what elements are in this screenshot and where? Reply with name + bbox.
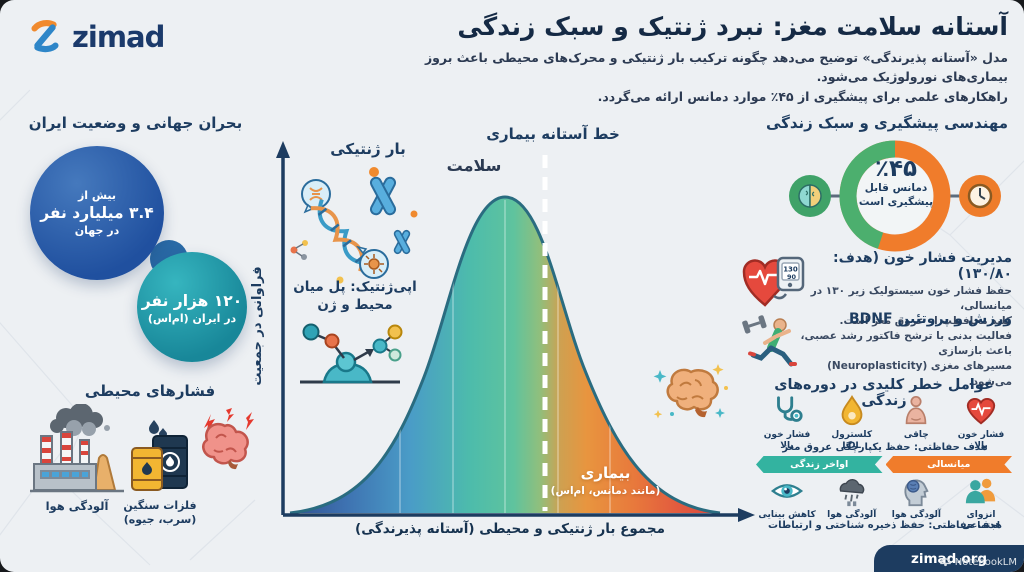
- midlife-risk-row: فشار خون بالا چاقی کلسترول LDL فشار خون …: [756, 394, 1012, 452]
- risk-item: فشار خون بالا: [756, 394, 818, 452]
- rain-cloud-icon: [839, 479, 864, 507]
- global-stat-suffix: در جهان: [74, 224, 120, 237]
- page-subtitle-line2: راهکارهای علمی برای پیشگیری از ۴۵٪ موارد…: [597, 88, 1008, 104]
- y-axis-label: فراوانی در جمعیت: [250, 266, 265, 386]
- donut-percent-value: ٪۴۵: [874, 156, 918, 182]
- stethoscope-icon: [777, 396, 803, 422]
- watermark-text: NotebookLM: [954, 557, 1017, 568]
- dna-chromosomes-icon: [290, 167, 418, 284]
- eye-icon: [770, 484, 804, 498]
- bp-device-systolic: 130: [783, 266, 798, 274]
- x-axis-arrowhead: [738, 508, 755, 522]
- brand-name: zimad: [72, 20, 165, 54]
- page-subtitle-line1: مدل «آستانه پذیرندگی» توضیح می‌دهد چگونه…: [424, 50, 1008, 85]
- latelife-goal-caption: هدف حفاظتی: حفظ ذخیره شناختی و ارتباطات: [768, 520, 1002, 531]
- brain-badge: [789, 175, 831, 217]
- global-stat-prefix: بیش از: [77, 189, 117, 202]
- prevention-section-heading: مهندسی پیشگیری و سبک زندگی: [765, 114, 1009, 132]
- risk-item: فشار خون بالا: [950, 394, 1012, 452]
- crisis-section-heading: بحران جهانی و وضعیت ایران: [28, 114, 243, 132]
- risk-item: آلودگی هوا: [821, 474, 883, 532]
- bdnf-body-line1: فعالیت بدنی با ترشح فاکتور رشد عصبی، باع…: [800, 330, 1012, 358]
- head-brain-icon: [904, 479, 930, 507]
- risk-item: آلودگی هوا: [885, 474, 947, 532]
- bp-section: مدیریت فشار خون (هدف: ۱۳۰/۸۰) حفظ فشار خ…: [800, 250, 1012, 330]
- factory-icon: [30, 404, 124, 493]
- heavy-metal-barrels-icon: [131, 420, 188, 491]
- bp-body-line2: کلید محافظت از عروق مغز است.: [839, 315, 1012, 328]
- health-zone-label: سلامت: [446, 156, 502, 175]
- donut-caption-line1: دمانس قابل: [864, 182, 928, 195]
- heart-pulse-icon: [966, 397, 996, 425]
- heavy-metals-label: فلزات سنگین (سرب، جیوه): [120, 499, 200, 528]
- risk-item: کلسترول LDL: [821, 394, 883, 452]
- epigenetics-label-line1: اپی‌ژنتیک: پل میان: [293, 279, 417, 295]
- clock-badge: [959, 175, 1001, 217]
- stressed-brain-icon: [202, 408, 254, 470]
- blood-pressure-icon: 130 90: [742, 256, 805, 307]
- risk-factors-heading: عوامل خطر کلیدی در دوره‌های زندگی: [774, 377, 994, 409]
- sparkle-brain-icon: [653, 364, 728, 419]
- threshold-label: خط آستانه بیماری: [486, 125, 620, 143]
- genetic-load-label: بار ژنتیکی: [330, 140, 406, 158]
- global-stat-bubble: بیش از ۳.۴ میلیارد نفر در جهان: [30, 146, 164, 280]
- page-title: آستانه سلامت مغز: نبرد ژنتیک و سبک زندگی: [457, 12, 1008, 41]
- site-url: zimad.org: [910, 550, 988, 567]
- bdnf-heading: ورزش و پروتئین BDNF: [849, 311, 1012, 327]
- notebooklm-icon: [939, 558, 951, 567]
- iran-stat-value: ۱۲۰ هزار نفر: [141, 291, 243, 310]
- brand-logo: zimad: [26, 18, 165, 56]
- risk-item: چاقی: [885, 394, 947, 452]
- bell-curve-area: [290, 197, 720, 513]
- notebooklm-watermark: NotebookLM: [939, 557, 1017, 568]
- midlife-goal-caption: هدف حفاظتی: حفظ یکپارچگی عروق مغز: [782, 442, 988, 453]
- risk-item: کاهش بینایی: [756, 474, 818, 532]
- bdnf-body-line2: مسیرهای مغزی (Neuroplasticity) می‌شود.: [827, 360, 1012, 388]
- heavy-metals-label-line2: (سرب، جیوه): [123, 513, 197, 527]
- global-stat-value: ۳.۴ میلیارد نفر: [40, 204, 154, 222]
- latelife-banner-segment: اواخر زندگی: [756, 456, 883, 473]
- pressures-section-heading: فشارهای محیطی: [84, 382, 216, 400]
- heavy-metals-label-line1: فلزات سنگین: [123, 499, 197, 512]
- x-axis-label: مجموع بار ژنتیکی و محیطی (آستانه پذیرندگ…: [355, 521, 665, 537]
- epigenetics-label-line2: محیط و ژن: [317, 296, 393, 313]
- site-badge: zimad.org: [874, 545, 1024, 572]
- life-stage-banner: میانسالی اواخر زندگی: [756, 456, 1012, 473]
- bell-curve-outline: [289, 195, 721, 515]
- zimad-logo-icon: [31, 20, 59, 53]
- air-pollution-label: آلودگی هوا: [45, 499, 109, 513]
- bp-device-diastolic: 90: [787, 273, 797, 281]
- disease-zone-label: بیماری: [580, 464, 631, 482]
- iran-stat-bubble: ۱۲۰ هزار نفر در ایران (ام‌اس): [137, 252, 247, 362]
- prevention-donut-chart: [789, 140, 1001, 252]
- epigenetics-icon: [300, 323, 403, 384]
- donut-center-text: ٪۴۵ دمانس قابل پیشگیری است: [851, 156, 941, 210]
- people-icon: [965, 478, 996, 504]
- droplet-icon: [841, 395, 863, 426]
- y-axis-arrowhead: [276, 141, 290, 158]
- person-icon: [906, 395, 927, 425]
- bp-body-line1: حفظ فشار خون سیستولیک زیر ۱۳۰ در میانسال…: [810, 285, 1012, 313]
- header-titles: آستانه سلامت مغز: نبرد ژنتیک و سبک زندگی…: [358, 12, 1008, 106]
- exercise-runner-icon: [742, 315, 797, 367]
- risk-item: انزوای اجتماعی: [950, 474, 1012, 532]
- donut-caption-line2: پیشگیری است: [858, 195, 934, 208]
- bdnf-section: ورزش و پروتئین BDNF فعالیت بدنی با ترشح …: [800, 311, 1012, 390]
- bp-heading: مدیریت فشار خون (هدف: ۱۳۰/۸۰): [832, 250, 1012, 282]
- midlife-banner-segment: میانسالی: [885, 456, 1012, 473]
- epigenetics-label: اپی‌ژنتیک: پل میان محیط و ژن: [281, 279, 429, 314]
- latelife-risk-row: انزوای اجتماعی آلودگی هوا آلودگی هوا کاه…: [756, 474, 1012, 532]
- disease-zone-sublabel: (مانند دمانس، ام‌اس): [550, 485, 661, 497]
- donut-green-arc: [839, 140, 896, 249]
- iran-stat-caption: در ایران (ام‌اس): [147, 311, 237, 325]
